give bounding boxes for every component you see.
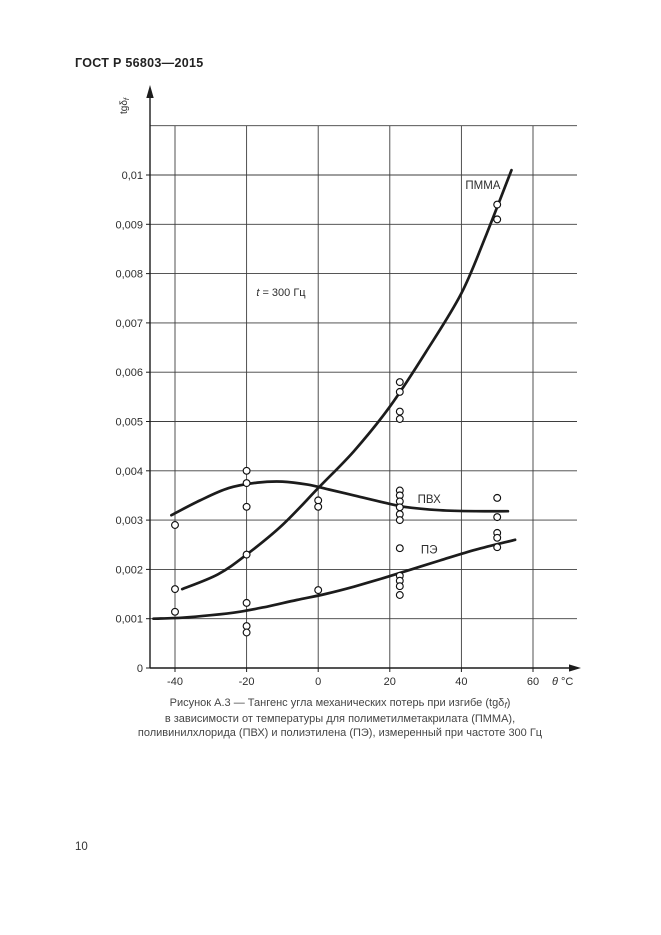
curve-pe (152, 538, 517, 621)
y-tick-label: 0,003 (115, 515, 143, 527)
data-point-pmma (493, 215, 502, 224)
data-point-pmma (395, 415, 404, 423)
caption-line-1: Рисунок А.3 — Тангенс угла механических … (90, 696, 590, 712)
y-tick-label: 0,01 (122, 170, 143, 182)
data-point-pe (314, 586, 323, 595)
y-tick-label: 0 (137, 663, 143, 675)
x-axis-arrowhead (569, 664, 581, 672)
y-tick-label: 0,002 (115, 564, 143, 576)
y-tick-label: 0,006 (115, 367, 143, 379)
data-point-pmma (171, 585, 179, 594)
caption-subscript: f (504, 700, 507, 710)
data-point-pe (395, 544, 404, 553)
curve-pmma (180, 168, 513, 591)
document-header: ГОСТ Р 56803—2015 (75, 56, 204, 70)
data-point-pvc (171, 521, 179, 529)
data-point-pe (242, 628, 251, 637)
x-tick-label: 20 (384, 676, 396, 688)
caption-line-3: поливинилхлорида (ПВХ) и полиэтилена (ПЭ… (137, 727, 543, 739)
data-point-pmma (395, 407, 404, 416)
x-tick-label: -20 (239, 676, 255, 688)
series-label-pvc: ПВХ (418, 494, 441, 506)
x-tick-label: -40 (167, 676, 183, 688)
figure-caption: Рисунок А.3 — Тангенс угла механических … (90, 696, 590, 740)
y-tick-label: 0,009 (115, 219, 143, 231)
x-tick-label: 60 (527, 676, 539, 688)
data-point-pmma (395, 378, 404, 387)
data-point-pvc (395, 516, 404, 525)
data-point-pe (242, 622, 251, 631)
data-point-pvc (493, 513, 502, 522)
series-label-pmma: ПММА (465, 180, 500, 192)
series-label-pe: ПЭ (421, 545, 438, 557)
x-tick-label: 40 (455, 676, 467, 688)
y-tick-label: 0,001 (115, 614, 143, 626)
y-axis-label: tgδf (119, 97, 131, 114)
y-tick-label: 0,008 (115, 269, 143, 281)
data-point-pmma (395, 387, 404, 396)
curve-pvc (170, 480, 510, 517)
data-point-pmma (242, 550, 251, 559)
data-point-pe (493, 533, 502, 542)
data-point-pe (171, 607, 179, 616)
y-tick-label: 0,004 (115, 466, 143, 478)
data-point-pe (493, 543, 502, 552)
y-tick-label: 0,005 (115, 417, 143, 429)
caption-line-2: в зависимости от температуры для полимет… (164, 713, 516, 725)
data-point-pvc (242, 502, 251, 511)
y-tick-label: 0,007 (115, 318, 143, 330)
data-point-pmma (493, 200, 502, 209)
data-point-pvc (493, 493, 502, 502)
frequency-annotation: t = 300 Гц (256, 287, 306, 299)
data-point-pvc (314, 502, 323, 511)
x-tick-label: 0 (315, 676, 321, 688)
data-point-pe (242, 598, 251, 607)
caption-text: Рисунок А.3 — Тангенс угла механических … (169, 697, 505, 709)
data-point-pvc (314, 496, 323, 505)
data-point-pvc (395, 503, 404, 512)
data-point-pvc (242, 479, 251, 488)
data-point-pe (395, 582, 404, 591)
data-point-pe (395, 591, 404, 599)
caption-text: ) (506, 697, 511, 709)
page-number: 10 (75, 841, 88, 853)
x-axis-label: θ °C (552, 676, 573, 688)
data-point-pvc (242, 466, 251, 475)
y-axis-arrowhead (146, 85, 154, 98)
